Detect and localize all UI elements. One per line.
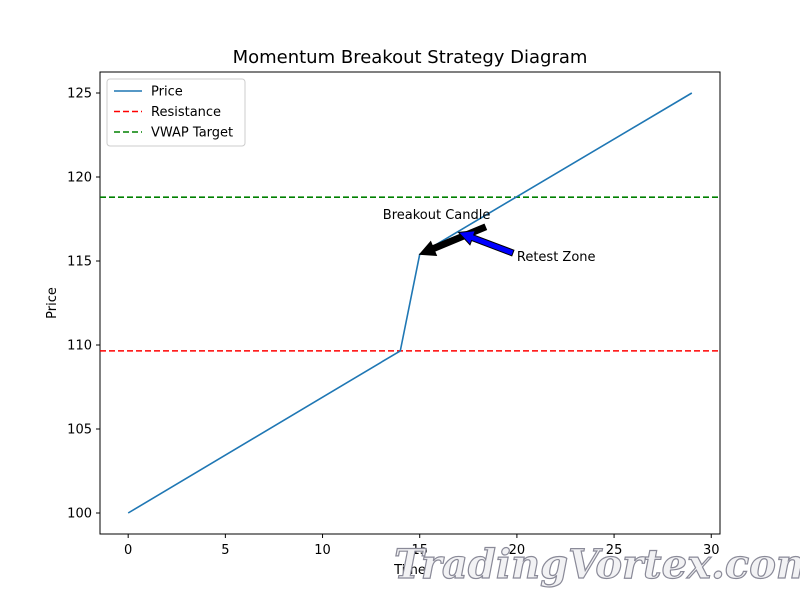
y-axis: 100 105 110 115 120 125 bbox=[67, 87, 100, 522]
x-axis: 0 5 10 15 20 25 30 bbox=[124, 534, 720, 558]
x-tick-label: 30 bbox=[703, 543, 720, 558]
watermark: TradingVortex.com bbox=[394, 541, 800, 588]
y-tick-label: 115 bbox=[67, 255, 92, 270]
plot-area: Breakout Candle Retest Zone bbox=[99, 71, 721, 535]
x-tick-label: 20 bbox=[509, 543, 526, 558]
legend-entry: Resistance bbox=[151, 105, 221, 120]
retest-zone-arrow bbox=[457, 230, 515, 257]
annotations: Breakout Candle Retest Zone bbox=[383, 208, 596, 265]
y-tick-label: 110 bbox=[67, 339, 92, 354]
series-layer bbox=[127, 92, 693, 514]
y-tick-label: 100 bbox=[67, 507, 92, 522]
price-series-line bbox=[127, 92, 693, 514]
legend-box bbox=[106, 78, 246, 147]
annotation-label: Breakout Candle bbox=[383, 208, 491, 223]
plot-frame bbox=[99, 71, 721, 535]
x-axis-label: Time bbox=[393, 563, 426, 578]
x-tick-label: 5 bbox=[221, 543, 229, 558]
x-tick-label: 15 bbox=[411, 543, 428, 558]
y-tick-label: 125 bbox=[67, 87, 92, 102]
x-tick-label: 0 bbox=[124, 543, 132, 558]
x-tick-label: 25 bbox=[606, 543, 623, 558]
annotation-label: Retest Zone bbox=[517, 250, 596, 265]
legend-entry: Price bbox=[151, 85, 183, 100]
x-tick-label: 10 bbox=[314, 543, 331, 558]
legend: Price Resistance VWAP Target bbox=[106, 78, 246, 147]
y-axis-label: Price bbox=[45, 287, 60, 319]
chart-title: Momentum Breakout Strategy Diagram bbox=[233, 47, 588, 68]
y-tick-label: 120 bbox=[67, 171, 92, 186]
y-tick-label: 105 bbox=[67, 423, 92, 438]
legend-entry: VWAP Target bbox=[151, 126, 233, 141]
reference-lines bbox=[100, 196, 720, 352]
